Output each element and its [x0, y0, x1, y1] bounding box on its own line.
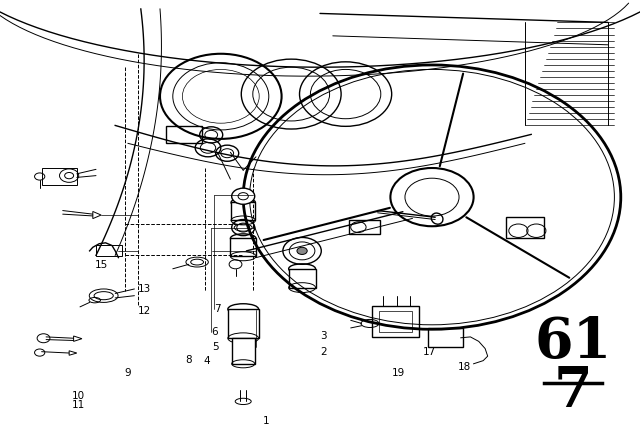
Text: 17: 17: [422, 347, 436, 357]
Text: 13: 13: [138, 284, 151, 294]
Text: 11: 11: [72, 401, 85, 410]
Bar: [166, 126, 202, 143]
Bar: [372, 306, 419, 337]
Bar: [289, 269, 316, 288]
Circle shape: [232, 188, 255, 204]
Polygon shape: [74, 336, 82, 341]
Bar: [231, 202, 255, 220]
Bar: [96, 245, 122, 256]
Text: 10: 10: [72, 392, 85, 401]
Text: 18: 18: [458, 362, 471, 372]
Text: 9: 9: [125, 368, 131, 378]
Text: 61: 61: [534, 314, 611, 370]
Bar: [506, 217, 544, 238]
Bar: [228, 309, 259, 338]
Text: 4: 4: [204, 356, 210, 366]
Circle shape: [297, 247, 307, 254]
Bar: [232, 338, 255, 364]
Polygon shape: [93, 211, 101, 219]
Text: 5: 5: [212, 342, 219, 352]
Text: 15: 15: [95, 260, 108, 270]
Text: 19: 19: [392, 368, 405, 378]
Polygon shape: [69, 351, 77, 355]
Text: 8: 8: [186, 355, 192, 365]
Text: 7: 7: [214, 304, 221, 314]
Bar: [349, 220, 380, 234]
Bar: [230, 238, 256, 256]
Text: 3: 3: [320, 331, 326, 341]
Text: 6: 6: [211, 327, 218, 336]
Bar: [379, 311, 412, 332]
Text: 2: 2: [320, 347, 326, 357]
Text: 7: 7: [554, 364, 592, 419]
Text: 1: 1: [262, 416, 269, 426]
Bar: [42, 168, 77, 185]
Text: 12: 12: [138, 306, 151, 316]
Bar: [428, 328, 463, 347]
